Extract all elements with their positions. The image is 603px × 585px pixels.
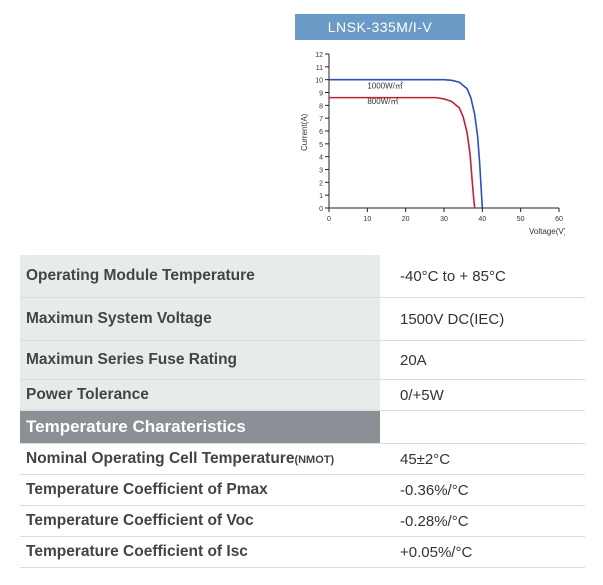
section-header: Temperature Charateristics — [20, 411, 585, 444]
section-title: Temperature Charateristics — [20, 411, 380, 443]
temp-spec-label: Nominal Operating Cell Temperature(NMOT) — [20, 444, 380, 474]
spec-row: Maximun Series Fuse Rating 20A — [20, 341, 585, 380]
svg-text:1000W/㎡: 1000W/㎡ — [367, 82, 403, 91]
svg-text:11: 11 — [316, 65, 323, 72]
temp-spec-row: Temperature Coefficient of Voc -0.28%/°C — [20, 506, 585, 537]
spec-label: Operating Module Temperature — [20, 255, 380, 297]
svg-text:50: 50 — [517, 216, 525, 223]
spec-value: -40°C to + 85°C — [380, 256, 585, 297]
svg-text:3: 3 — [319, 168, 323, 175]
svg-text:10: 10 — [315, 78, 323, 85]
temp-spec-value: 45±2°C — [380, 445, 585, 474]
svg-text:1: 1 — [319, 193, 323, 200]
temp-spec-row: Temperature Coefficient of Pmax -0.36%/°… — [20, 475, 585, 506]
spec-value: 0/+5W — [380, 381, 585, 410]
svg-text:10: 10 — [363, 216, 371, 223]
spec-value: 1500V DC(IEC) — [380, 299, 585, 340]
spec-label: Power Tolerance — [20, 380, 380, 410]
svg-text:9: 9 — [319, 91, 323, 98]
svg-text:12: 12 — [315, 52, 323, 59]
model-header: LNSK-335M/I-V — [295, 14, 465, 40]
temp-spec-row: Temperature Coefficient of Isc +0.05%/°C — [20, 537, 585, 568]
svg-text:2: 2 — [319, 180, 323, 187]
model-title: LNSK-335M/I-V — [328, 19, 433, 35]
temp-spec-label: Temperature Coefficient of Voc — [20, 506, 380, 536]
spec-row: Power Tolerance 0/+5W — [20, 380, 585, 411]
svg-text:30: 30 — [440, 216, 448, 223]
spec-table: Operating Module Temperature -40°C to + … — [0, 255, 603, 568]
svg-text:20: 20 — [402, 216, 410, 223]
svg-text:4: 4 — [319, 155, 323, 162]
temp-spec-value: -0.28%/°C — [380, 507, 585, 536]
svg-text:8: 8 — [319, 103, 323, 110]
spec-value: 20A — [380, 342, 585, 379]
svg-text:40: 40 — [478, 216, 486, 223]
iv-curve-chart: 01020304050600123456789101112Voltage(V)C… — [295, 48, 565, 238]
temp-spec-value: +0.05%/°C — [380, 538, 585, 567]
temp-spec-row: Nominal Operating Cell Temperature(NMOT)… — [20, 444, 585, 475]
spec-row: Maximun System Voltage 1500V DC(IEC) — [20, 298, 585, 341]
svg-text:0: 0 — [319, 206, 323, 213]
svg-text:Current(A): Current(A) — [300, 113, 309, 151]
svg-text:6: 6 — [319, 129, 323, 136]
svg-text:800W/㎡: 800W/㎡ — [367, 97, 398, 106]
svg-text:5: 5 — [319, 142, 323, 149]
svg-text:60: 60 — [555, 216, 563, 223]
spec-label: Maximun Series Fuse Rating — [20, 341, 380, 379]
svg-text:0: 0 — [327, 216, 331, 223]
spec-row: Operating Module Temperature -40°C to + … — [20, 255, 585, 298]
temp-spec-value: -0.36%/°C — [380, 476, 585, 505]
svg-text:7: 7 — [319, 116, 323, 123]
svg-text:Voltage(V): Voltage(V) — [529, 227, 565, 236]
spec-label: Maximun System Voltage — [20, 298, 380, 340]
temp-spec-label: Temperature Coefficient of Isc — [20, 537, 380, 567]
temp-spec-label: Temperature Coefficient of Pmax — [20, 475, 380, 505]
